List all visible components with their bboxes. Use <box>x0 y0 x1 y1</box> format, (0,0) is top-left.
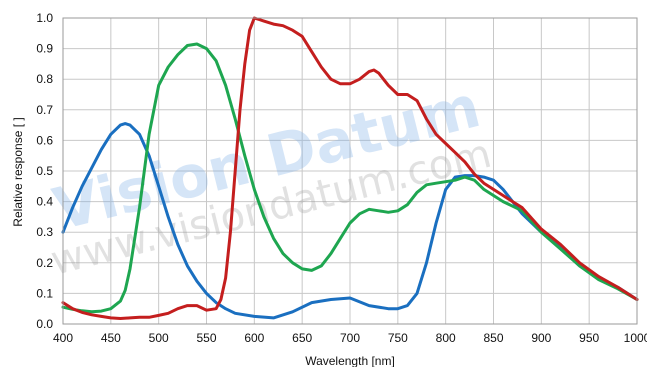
x-tick-label: 750 <box>388 331 408 345</box>
x-tick-label: 650 <box>292 331 312 345</box>
x-tick-label: 550 <box>196 331 216 345</box>
series-line-3 <box>61 16 639 320</box>
x-tick-label: 800 <box>436 331 456 345</box>
x-tick-label: 500 <box>149 331 169 345</box>
series-line-1 <box>61 122 639 320</box>
y-tick-label: 0.9 <box>36 42 53 56</box>
y-tick-label: 0.4 <box>36 195 53 209</box>
x-tick-label: 1000 <box>624 331 647 345</box>
y-tick-label: 0.0 <box>36 317 53 331</box>
y-axis-label: Relative response [ ] <box>11 117 25 226</box>
y-tick-labels: 0.0 0.1 0.2 0.3 0.4 0.5 0.6 0.7 0.8 0.9 1.0 <box>36 11 53 331</box>
x-tick-label: 700 <box>340 331 360 345</box>
y-tick-label: 0.6 <box>36 133 53 147</box>
grid-lines <box>62 17 638 325</box>
y-tick-label: 0.8 <box>36 72 53 86</box>
x-tick-label: 600 <box>244 331 264 345</box>
plot-frame <box>62 17 638 325</box>
x-tick-label: 950 <box>579 331 599 345</box>
x-tick-label: 400 <box>53 331 73 345</box>
x-tick-label: 850 <box>483 331 503 345</box>
x-axis-label: Wavelength [nm] <box>305 354 395 367</box>
x-tick-label: 450 <box>101 331 121 345</box>
x-tick-label: 900 <box>531 331 551 345</box>
y-tick-label: 0.2 <box>36 256 53 270</box>
y-tick-label: 1.0 <box>36 11 53 25</box>
y-tick-label: 0.3 <box>36 225 53 239</box>
y-tick-label: 0.1 <box>36 286 53 300</box>
y-tick-label: 0.7 <box>36 103 53 117</box>
y-tick-label: 0.5 <box>36 164 53 178</box>
series-lines <box>61 16 639 320</box>
x-tick-labels: 400 450 500 550 600 650 700 750 800 850 900 950 1000 <box>53 331 647 345</box>
series-line-2 <box>61 42 639 314</box>
